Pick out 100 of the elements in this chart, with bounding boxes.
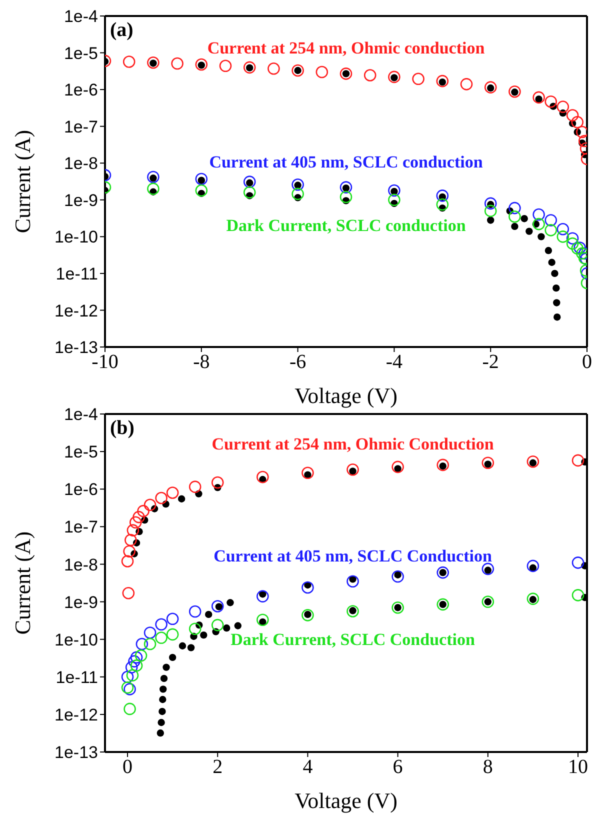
point [571, 116, 584, 128]
point [126, 669, 139, 682]
point [126, 524, 140, 536]
series-label: Current at 405 nm, SCLC conduction [209, 152, 484, 172]
point [132, 510, 145, 524]
point [166, 612, 179, 626]
y-tick-label: 1e-11 [56, 264, 98, 284]
point [162, 664, 170, 671]
series-label: Current at 405 nm, SCLC Conduction [214, 546, 492, 566]
y-tick-label: 1e-13 [54, 338, 98, 358]
point [211, 476, 224, 489]
point [482, 562, 494, 576]
y-tick-label: 1e-7 [64, 518, 98, 537]
point [508, 202, 521, 214]
point [243, 186, 256, 199]
point [195, 58, 208, 71]
x-tick-label: 8 [482, 756, 493, 778]
point [482, 456, 494, 470]
y-tick-label: 1e-11 [56, 668, 98, 687]
point [556, 100, 570, 113]
point [205, 610, 212, 618]
series-label: Current at 254 nm, Ohmic Conduction [212, 434, 494, 454]
point [160, 674, 168, 682]
point [526, 560, 540, 572]
point [544, 95, 557, 108]
x-tick-label: 0 [582, 351, 592, 374]
point [122, 586, 135, 600]
point [292, 64, 304, 77]
point [134, 649, 148, 662]
x-axis-title: Voltage (V) [294, 788, 398, 813]
y-tick-label: 1e-7 [64, 117, 98, 136]
point [388, 184, 400, 197]
point [302, 466, 314, 480]
point [532, 218, 545, 230]
point [147, 182, 160, 195]
point [124, 534, 137, 546]
y-axis-title: Current (A) [10, 531, 35, 635]
point [160, 686, 167, 693]
series-label: Dark Current, SCLC conduction [226, 216, 466, 235]
point [256, 470, 269, 484]
y-tick-label: 1e-10 [54, 228, 98, 247]
y-tick-label: 1e-6 [64, 480, 98, 500]
point [188, 622, 202, 636]
point [129, 516, 142, 529]
point [144, 638, 156, 650]
point [178, 495, 186, 502]
point [226, 599, 234, 606]
point [158, 708, 166, 716]
point [256, 590, 269, 602]
point [234, 622, 242, 630]
point [548, 258, 556, 266]
point [436, 74, 449, 88]
point [508, 210, 521, 223]
point [526, 592, 540, 605]
point [436, 598, 449, 611]
point [302, 609, 314, 622]
point [556, 230, 570, 243]
point [566, 237, 579, 250]
point [155, 632, 168, 644]
point [188, 480, 202, 493]
point [136, 638, 148, 650]
point [572, 454, 584, 467]
x-tick-label: -2 [482, 351, 499, 374]
point [340, 68, 352, 80]
point [388, 70, 400, 84]
point [520, 214, 528, 222]
point [256, 614, 269, 626]
point [556, 223, 570, 236]
point [340, 181, 352, 194]
point [292, 188, 304, 200]
point [137, 504, 150, 518]
point [130, 659, 143, 672]
point [576, 126, 587, 138]
annotation: (b) [110, 417, 134, 440]
point [544, 246, 552, 254]
point [166, 486, 179, 499]
y-tick-label: 1e-4 [64, 7, 98, 26]
y-tick-label: 1e-12 [54, 705, 98, 724]
point [388, 194, 400, 206]
point [123, 545, 136, 558]
point [544, 224, 557, 236]
point [144, 626, 156, 639]
x-axis-title: Voltage (V) [294, 383, 398, 408]
point [211, 618, 224, 632]
point [158, 718, 165, 726]
y-tick-label: 1e-6 [64, 80, 98, 100]
point [436, 198, 449, 211]
point [511, 222, 518, 230]
point [532, 208, 545, 221]
point [436, 458, 449, 472]
y-tick-label: 1e-8 [64, 154, 98, 174]
x-tick-label: -8 [193, 351, 210, 374]
series-label: Current at 254 nm, Ohmic conduction [207, 38, 486, 58]
point [195, 172, 208, 186]
annotation: (a) [110, 19, 134, 42]
point [178, 642, 186, 650]
point [340, 190, 352, 204]
point [195, 184, 208, 197]
point [121, 670, 134, 684]
point [121, 555, 134, 568]
